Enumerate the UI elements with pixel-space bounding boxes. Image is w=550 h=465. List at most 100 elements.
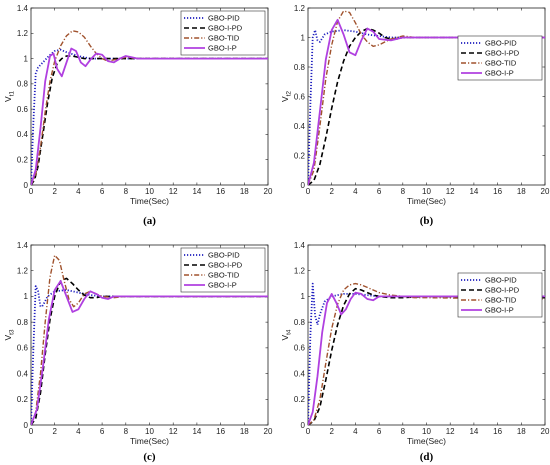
x-tick-label: 4 (76, 427, 81, 436)
x-tick-label: 14 (192, 427, 201, 436)
legend-label: GBO-TID (485, 59, 517, 68)
y-tick-label: 0.4 (17, 369, 29, 378)
y-tick-label: 1.2 (294, 4, 306, 13)
x-tick-label: 4 (353, 187, 358, 196)
x-tick-label: 20 (541, 187, 550, 196)
x-tick-label: 20 (541, 427, 550, 436)
x-tick-label: 20 (264, 187, 273, 196)
series-line-gbo-pid (31, 48, 268, 185)
chart-panel-1: 0 2 4 6 8 10 12 14 16 18 20 0 0.2 0.4 0.6 0.8 1 1.2 1.4 Tim… (3, 4, 273, 227)
y-tick-label: 1.2 (17, 29, 29, 38)
y-tick-label: 1 (301, 33, 306, 42)
y-tick-label: 0.2 (294, 151, 306, 160)
x-tick-label: 6 (377, 187, 382, 196)
x-tick-label: 0 (306, 187, 311, 196)
legend-label: GBO-PID (485, 276, 517, 285)
panel-label: (b) (420, 215, 434, 227)
x-tick-label: 12 (169, 187, 178, 196)
legend-label: GBO-PID (208, 251, 240, 260)
x-tick-label: 12 (169, 427, 178, 436)
y-tick-label: 1 (24, 292, 29, 301)
legend-label: GBO-I-P (485, 306, 514, 315)
series-line-gbo-i-p (308, 291, 545, 425)
x-tick-label: 18 (517, 187, 526, 196)
x-tick-label: 14 (469, 427, 478, 436)
y-tick-label: 0.6 (17, 344, 29, 353)
x-tick-label: 20 (264, 427, 273, 436)
series-line-gbo-i-p (308, 18, 545, 185)
y-axis-label: Vt4 (280, 329, 293, 340)
y-tick-label: 0.6 (17, 105, 29, 114)
y-tick-label: 0.8 (294, 63, 306, 72)
y-tick-label: 0.4 (17, 130, 29, 139)
x-tick-label: 16 (216, 427, 225, 436)
series-line-gbo-pid (31, 285, 268, 425)
legend-label: GBO-TID (208, 271, 240, 280)
y-tick-label: 1.2 (17, 267, 29, 276)
plot-area (307, 244, 546, 426)
x-tick-label: 0 (306, 427, 311, 436)
y-tick-label: 1 (24, 54, 29, 63)
x-tick-label: 2 (329, 427, 334, 436)
x-tick-label: 2 (52, 427, 57, 436)
y-tick-label: 1.4 (17, 4, 29, 13)
legend-label: GBO-PID (208, 14, 240, 23)
legend-label: GBO-I-PD (485, 286, 520, 295)
y-tick-label: 0.8 (17, 318, 29, 327)
x-tick-label: 4 (353, 427, 358, 436)
legend-label: GBO-I-PD (208, 24, 243, 33)
x-tick-label: 10 (422, 187, 431, 196)
series-line-gbo-i-pd (31, 55, 268, 185)
series-line-gbo-tid (308, 10, 545, 185)
x-tick-label: 8 (401, 187, 406, 196)
legend-label: GBO-I-PD (485, 49, 520, 58)
y-tick-label: 0.8 (294, 318, 306, 327)
x-tick-label: 4 (76, 187, 81, 196)
chart-panel-4: 0 2 4 6 8 10 12 14 16 18 20 0 0.2 0.4 0.6 0.8 1 1.2 1.4 Tim… (280, 241, 550, 463)
x-tick-label: 0 (29, 427, 34, 436)
x-tick-label: 18 (517, 427, 526, 436)
x-tick-label: 14 (192, 187, 201, 196)
x-axis-label: Time(Sec) (130, 196, 169, 206)
legend-label: GBO-PID (485, 39, 517, 48)
x-tick-label: 18 (240, 427, 249, 436)
x-tick-label: 16 (493, 427, 502, 436)
x-tick-label: 8 (124, 187, 129, 196)
chart-panel-3: 0 2 4 6 8 10 12 14 16 18 20 0 0.2 0.4 0.6 0.8 1 1.2 1.4 Tim… (3, 241, 273, 463)
legend-label: GBO-TID (485, 296, 517, 305)
x-tick-label: 12 (446, 187, 455, 196)
x-tick-label: 10 (422, 427, 431, 436)
x-tick-label: 8 (401, 427, 406, 436)
x-tick-label: 16 (493, 187, 502, 196)
y-tick-label: 0 (301, 421, 306, 430)
x-tick-label: 12 (446, 427, 455, 436)
series-line-gbo-i-p (31, 47, 268, 185)
x-tick-label: 6 (100, 427, 105, 436)
series-line-gbo-i-pd (308, 287, 545, 425)
x-axis-label: Time(Sec) (407, 436, 446, 446)
chart-panel-2: 0 2 4 6 8 10 12 14 16 18 20 0 0.2 0.4 0.6 0.8 1 1.2 Time(S… (280, 4, 550, 227)
x-tick-label: 2 (52, 187, 57, 196)
y-tick-label: 1.2 (294, 267, 306, 276)
series-line-gbo-pid (308, 282, 545, 425)
x-tick-label: 8 (124, 427, 129, 436)
legend-label: GBO-I-PD (208, 261, 243, 270)
series-line-gbo-tid (31, 254, 268, 425)
x-tick-label: 6 (377, 427, 382, 436)
x-tick-label: 2 (329, 187, 334, 196)
y-tick-label: 1.4 (294, 241, 306, 250)
y-axis-label: Vt2 (280, 91, 293, 102)
x-tick-label: 14 (469, 187, 478, 196)
y-tick-label: 0.2 (17, 156, 29, 165)
y-tick-label: 1 (301, 292, 306, 301)
x-tick-label: 0 (29, 187, 34, 196)
x-tick-label: 6 (100, 187, 105, 196)
legend-label: GBO-I-P (208, 44, 237, 53)
y-axis-label: Vt3 (3, 329, 16, 340)
y-tick-label: 0.6 (294, 92, 306, 101)
legend-label: GBO-I-P (485, 69, 514, 78)
